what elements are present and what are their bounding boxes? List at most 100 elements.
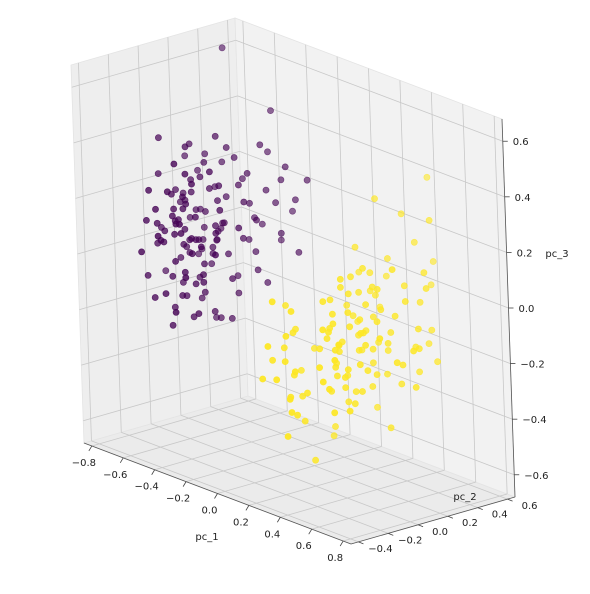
point-cluster-b xyxy=(289,329,297,337)
point-cluster-a xyxy=(181,143,189,151)
z-tick-label: −0.6 xyxy=(524,471,548,482)
point-cluster-a xyxy=(169,321,177,329)
point-cluster-a xyxy=(264,148,271,156)
point-cluster-a xyxy=(253,216,260,224)
x-tick-mark xyxy=(214,493,218,499)
point-cluster-b xyxy=(400,282,408,290)
point-cluster-b xyxy=(355,288,362,296)
y-tick-label: 0.2 xyxy=(462,518,478,529)
z-grid-side xyxy=(71,39,236,88)
point-cluster-b xyxy=(369,313,377,321)
point-cluster-b xyxy=(304,389,311,397)
x-grid-floor xyxy=(123,410,288,459)
point-cluster-a xyxy=(262,186,270,194)
point-cluster-a xyxy=(222,144,230,151)
point-cluster-b xyxy=(364,367,372,374)
point-cluster-b xyxy=(369,383,377,390)
point-cluster-a xyxy=(191,213,199,221)
point-cluster-b xyxy=(326,296,334,304)
z-grid-side xyxy=(77,206,242,255)
y-grid-floor xyxy=(121,431,389,534)
point-cluster-a xyxy=(295,248,303,256)
point-cluster-b xyxy=(319,326,327,334)
point-cluster-a xyxy=(172,186,179,193)
point-cluster-a xyxy=(201,260,208,268)
point-cluster-a xyxy=(277,229,285,237)
point-cluster-b xyxy=(259,375,267,383)
point-cluster-a xyxy=(212,251,219,259)
grid-lines xyxy=(71,20,515,543)
x-tick-mark xyxy=(151,469,156,475)
point-cluster-b xyxy=(357,329,364,337)
z-axis-label: pc_3 xyxy=(545,249,568,260)
z-grid-side xyxy=(79,262,244,310)
point-cluster-b xyxy=(336,275,344,283)
point-cluster-a xyxy=(264,279,272,286)
point-cluster-b xyxy=(294,411,301,419)
z-grid-back xyxy=(247,373,515,476)
y-grid-floor xyxy=(240,397,508,500)
point-cluster-b xyxy=(373,285,381,293)
x-tick-label: −0.6 xyxy=(103,470,127,481)
point-cluster-a xyxy=(196,173,204,181)
point-cluster-a xyxy=(212,222,219,230)
point-cluster-b xyxy=(264,343,272,350)
x-tick-mark xyxy=(339,540,344,547)
point-cluster-a xyxy=(234,272,242,280)
point-cluster-b xyxy=(299,392,307,400)
point-cluster-b xyxy=(369,359,377,367)
point-cluster-b xyxy=(373,371,381,378)
point-cluster-a xyxy=(163,188,171,196)
point-cluster-b xyxy=(391,312,399,320)
point-cluster-b xyxy=(412,383,420,391)
point-cluster-a xyxy=(197,243,205,251)
point-cluster-a xyxy=(200,158,208,166)
point-cluster-a xyxy=(200,223,208,231)
point-cluster-b xyxy=(331,346,339,354)
point-cluster-b xyxy=(319,298,327,305)
point-cluster-a xyxy=(228,314,236,322)
point-cluster-a xyxy=(181,152,189,160)
point-cluster-a xyxy=(235,289,243,297)
point-cluster-b xyxy=(282,302,289,309)
point-cluster-a xyxy=(181,225,189,233)
point-cluster-a xyxy=(238,175,246,183)
point-cluster-b xyxy=(344,366,352,373)
x-tick-mark xyxy=(308,528,313,535)
point-cluster-b xyxy=(332,363,340,371)
point-cluster-b xyxy=(344,309,352,316)
point-cluster-a xyxy=(194,166,201,174)
point-cluster-b xyxy=(384,339,392,347)
point-cluster-b xyxy=(336,283,344,291)
point-cluster-a xyxy=(252,248,260,255)
point-cluster-b xyxy=(428,326,436,334)
x-grid-floor xyxy=(217,446,382,494)
point-cluster-a xyxy=(181,170,189,178)
point-cluster-a xyxy=(161,227,169,235)
point-cluster-a xyxy=(188,235,195,242)
point-cluster-b xyxy=(344,290,352,298)
point-cluster-a xyxy=(190,313,198,321)
point-cluster-a xyxy=(200,271,207,279)
point-cluster-b xyxy=(374,403,381,411)
point-cluster-a xyxy=(267,107,274,114)
point-cluster-a xyxy=(218,158,226,166)
point-cluster-a xyxy=(162,267,170,275)
z-tick-label: −0.2 xyxy=(520,360,544,371)
point-cluster-b xyxy=(373,318,381,326)
x-tick-label: 0.8 xyxy=(327,553,343,564)
y-axis-label: pc_2 xyxy=(453,492,476,503)
point-cluster-a xyxy=(246,199,253,207)
point-cluster-b xyxy=(356,361,364,369)
point-cluster-a xyxy=(229,275,236,282)
point-cluster-b xyxy=(328,310,336,318)
x-tick-mark xyxy=(119,457,124,464)
point-cluster-a xyxy=(195,310,203,317)
point-cluster-b xyxy=(291,368,299,376)
point-cluster-a xyxy=(154,232,162,240)
point-cluster-b xyxy=(425,340,433,347)
point-cluster-b xyxy=(420,269,428,277)
point-cluster-b xyxy=(429,258,437,265)
point-cluster-b xyxy=(349,312,357,320)
point-cluster-a xyxy=(144,271,152,279)
